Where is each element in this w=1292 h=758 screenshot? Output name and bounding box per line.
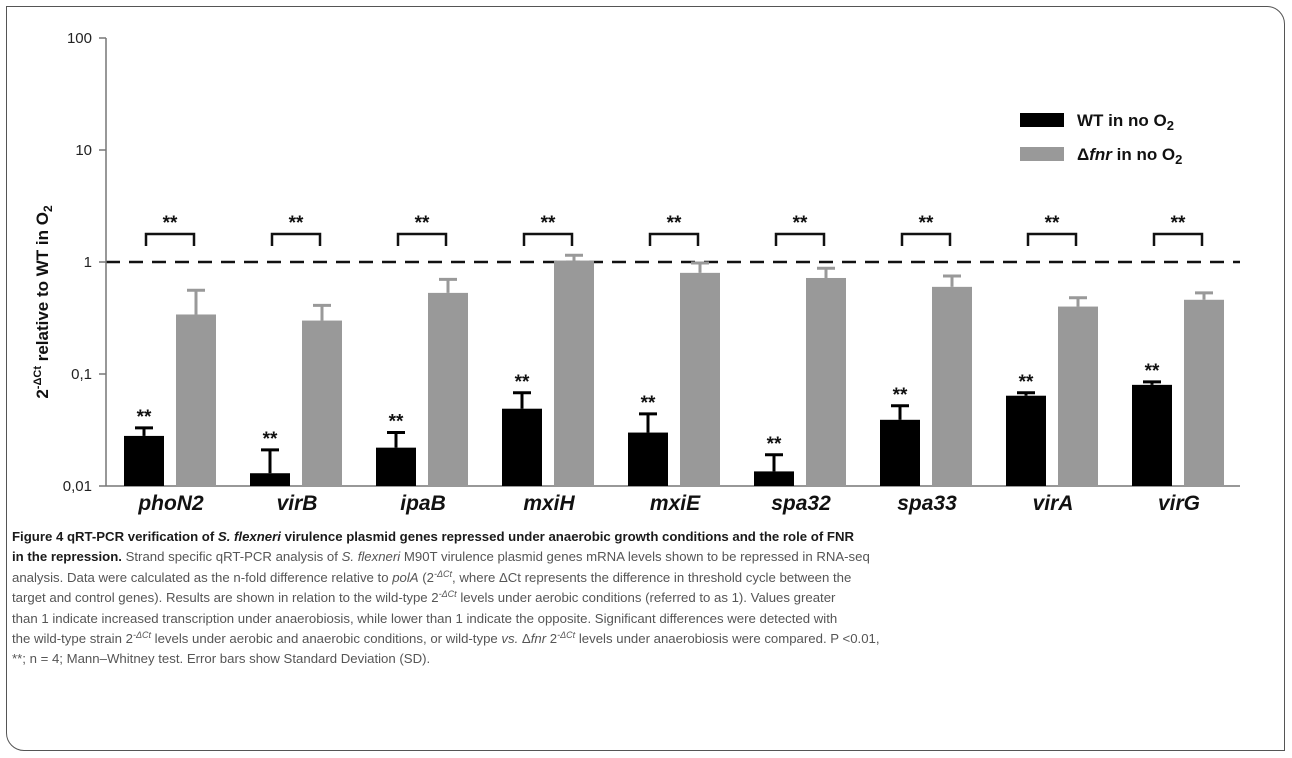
significance-label: ** (415, 213, 430, 234)
bar-wt (880, 419, 920, 486)
x-category-label: mxiE (650, 492, 701, 515)
significance-bracket (144, 232, 196, 246)
significance-bracket (522, 232, 574, 246)
bar-wt (754, 471, 794, 486)
wt-significance-label: ** (641, 393, 656, 414)
x-category-label: virB (277, 492, 318, 515)
significance-label: ** (289, 213, 304, 234)
caption-title: Figure 4 qRT-PCR verification of (12, 529, 218, 544)
significance-label: ** (541, 213, 556, 234)
axis-layer: 0,01 0,1 1 10 100 2-ΔCt relative to WT in O2 p… (32, 30, 1240, 515)
bar-fnr (428, 292, 468, 486)
caption-line-3: analysis. Data were calculated as the n-… (12, 568, 852, 585)
caption-title-rest: virulence plasmid genes repressed under … (280, 529, 854, 544)
caption-line-2: in the repression. Strand specific qRT-P… (12, 549, 870, 565)
x-category-label: spa32 (771, 492, 831, 515)
bar-chart: 0,01 0,1 1 10 100 2-ΔCt relative to WT in O2 p… (32, 30, 1240, 515)
caption-line-5: than 1 indicate increased transcription … (12, 610, 838, 626)
wt-significance-label: ** (263, 429, 278, 450)
significance-bracket (396, 232, 448, 246)
bars-layer: ** ** ** ** ** ** ** ** ** ** ** ** ** ** ** ** ** ** (124, 213, 1224, 486)
x-category-label: virA (1033, 492, 1074, 515)
caption-title-species: S. flexneri (217, 529, 281, 544)
significance-label: ** (793, 213, 808, 234)
legend-label-wt: WT in no O2 (1077, 111, 1174, 133)
y-tick-label: 0,01 (63, 478, 92, 495)
caption-line-7: **; n = 4; Mann–Whitney test. Error bars… (12, 651, 431, 667)
bar-fnr (1058, 306, 1098, 486)
y-tick-label: 100 (67, 30, 92, 47)
bar-fnr (932, 286, 972, 486)
caption-title-end: in the repression. (12, 549, 122, 565)
significance-label: ** (667, 213, 682, 234)
legend: WT in no O2 Δfnr in no O2 (1020, 111, 1182, 167)
significance-bracket (648, 232, 700, 246)
bar-wt (250, 473, 290, 486)
y-tick-label: 10 (75, 142, 92, 159)
y-tick-label: 1 (84, 254, 92, 271)
wt-significance-label: ** (893, 385, 908, 406)
y-tick-label: 0,1 (71, 366, 92, 383)
bar-wt (1006, 395, 1046, 486)
caption-line-1: Figure 4 qRT-PCR verification of S. flex… (12, 527, 1274, 547)
wt-significance-label: ** (515, 372, 530, 393)
bar-wt (628, 432, 668, 486)
legend-label-fnr: Δfnr in no O2 (1077, 145, 1182, 167)
wt-significance-label: ** (1145, 361, 1160, 382)
significance-bracket (270, 232, 322, 246)
significance-label: ** (1171, 213, 1186, 234)
wt-significance-label: ** (1019, 372, 1034, 393)
bar-wt (1132, 384, 1172, 486)
x-category-label: phoN2 (137, 492, 204, 515)
bar-fnr (680, 272, 720, 486)
x-category-label: mxiH (523, 492, 575, 515)
bar-fnr (806, 277, 846, 486)
bar-wt (502, 408, 542, 486)
wt-significance-label: ** (137, 407, 152, 428)
wt-significance-label: ** (389, 412, 404, 433)
bar-fnr (554, 260, 594, 486)
x-category-label: spa33 (897, 492, 957, 515)
significance-label: ** (1045, 213, 1060, 234)
significance-label: ** (163, 213, 178, 234)
legend-swatch-wt (1020, 113, 1064, 127)
bar-fnr (1184, 299, 1224, 486)
y-axis-label: 2-ΔCt relative to WT in O2 (32, 205, 55, 399)
caption-line-4: target and control genes). Results are s… (12, 589, 836, 606)
significance-label: ** (919, 213, 934, 234)
x-category-label: ipaB (400, 492, 446, 515)
legend-swatch-fnr (1020, 147, 1064, 161)
significance-bracket (1152, 232, 1204, 246)
x-category-label: virG (1158, 492, 1200, 515)
wt-significance-label: ** (767, 434, 782, 455)
caption-line-6: the wild-type strain 2-ΔCt levels under … (12, 630, 880, 647)
bar-fnr (302, 320, 342, 486)
figure-frame (6, 6, 1285, 751)
bar-wt (124, 435, 164, 486)
significance-bracket (774, 232, 826, 246)
significance-bracket (900, 232, 952, 246)
bar-wt (376, 447, 416, 486)
bar-fnr (176, 314, 216, 486)
significance-bracket (1026, 232, 1078, 246)
figure-caption: Figure 4 qRT-PCR verification of S. flex… (12, 527, 1274, 670)
